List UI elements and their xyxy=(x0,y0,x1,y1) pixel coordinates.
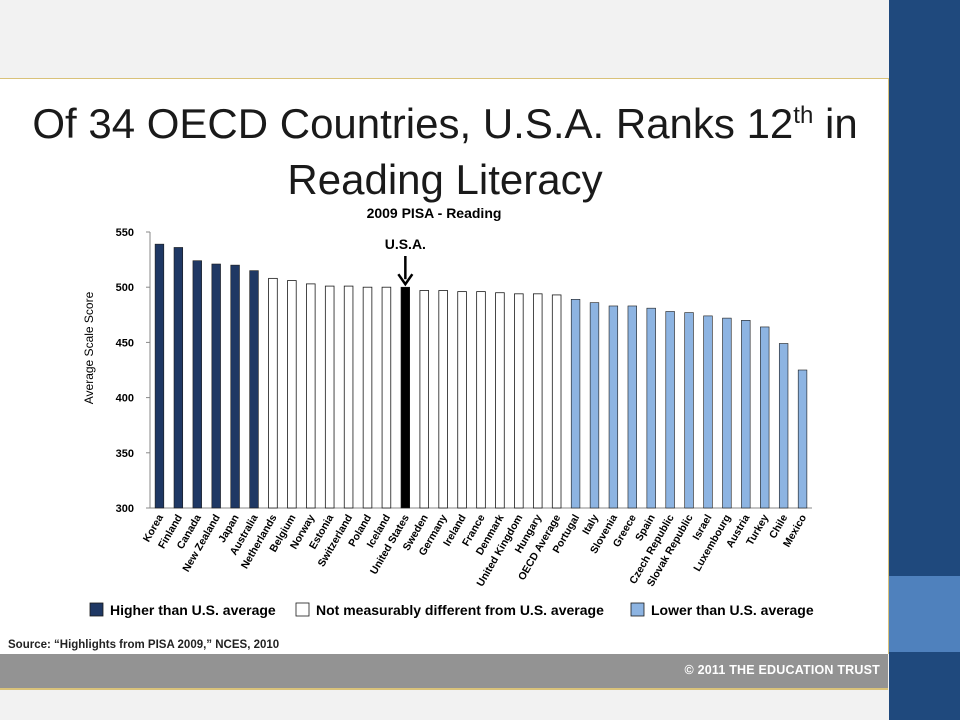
slide-title-line1: Of 34 OECD Countries, U.S.A. Ranks 12th … xyxy=(30,96,860,152)
bar xyxy=(627,305,637,509)
bar xyxy=(778,343,789,509)
bar xyxy=(343,285,354,509)
bar xyxy=(324,285,335,509)
bar xyxy=(495,292,505,509)
y-axis-label: Average Scale Score xyxy=(82,291,96,404)
usa-arrow-head xyxy=(397,273,414,287)
slide-title-tail: in xyxy=(813,100,858,147)
legend-label-lower: Lower than U.S. average xyxy=(651,602,814,618)
bar xyxy=(400,286,410,509)
bar xyxy=(249,270,259,509)
bar xyxy=(589,302,600,509)
bottom-rule xyxy=(0,688,888,690)
slide-title-sup: th xyxy=(793,102,814,129)
bar xyxy=(362,286,373,509)
bar xyxy=(287,280,297,509)
bar xyxy=(306,283,316,509)
legend-label-similar: Not measurably different from U.S. avera… xyxy=(316,602,604,618)
bar xyxy=(797,369,808,509)
bar xyxy=(211,263,221,509)
legend-swatch-similar xyxy=(295,602,310,617)
slide-title-line2: Reading Literacy xyxy=(287,156,603,203)
legend-swatch-higher xyxy=(89,602,104,617)
bar xyxy=(532,293,543,509)
bars-group xyxy=(154,243,808,509)
source-note: Source: “Highlights from PISA 2009,” NCE… xyxy=(8,639,280,651)
bar xyxy=(514,293,524,509)
bar xyxy=(230,264,240,509)
bar xyxy=(722,317,732,509)
y-tick-label: 300 xyxy=(116,503,134,515)
bar xyxy=(665,311,675,509)
y-tick-label: 350 xyxy=(116,448,134,460)
usa-annotation-label: U.S.A. xyxy=(385,236,426,252)
y-tick-label: 400 xyxy=(116,393,134,405)
right-decor-accent xyxy=(889,576,960,652)
bar xyxy=(570,299,581,509)
bar xyxy=(381,286,392,509)
bar xyxy=(551,294,562,509)
bar xyxy=(173,247,184,509)
bar xyxy=(476,291,486,509)
bar xyxy=(268,277,278,509)
bar-chart: 2009 PISA - Reading Average Scale Score … xyxy=(82,205,814,618)
copyright-text: © 2011 THE EDUCATION TRUST xyxy=(684,663,880,677)
bar xyxy=(457,291,467,509)
bar xyxy=(760,326,770,509)
y-tick-label: 500 xyxy=(116,282,134,294)
legend: Higher than U.S. average Not measurably d… xyxy=(89,602,814,618)
bar xyxy=(419,290,430,509)
slide-title: Of 34 OECD Countries, U.S.A. Ranks 12th … xyxy=(30,96,860,208)
y-tick-label: 550 xyxy=(116,227,134,239)
bar xyxy=(438,290,448,509)
bar xyxy=(741,320,751,509)
bar xyxy=(154,243,165,509)
bar xyxy=(192,260,202,509)
footer-bar: © 2011 THE EDUCATION TRUST xyxy=(0,654,888,688)
bar xyxy=(608,305,619,509)
slide-title-main: Of 34 OECD Countries, U.S.A. Ranks 12 xyxy=(32,100,794,147)
chart-title: 2009 PISA - Reading xyxy=(367,205,502,221)
bar xyxy=(684,312,694,509)
legend-swatch-lower xyxy=(630,602,645,617)
legend-label-higher: Higher than U.S. average xyxy=(110,602,276,618)
bar xyxy=(646,307,656,509)
y-tick-label: 450 xyxy=(116,337,134,349)
bar xyxy=(703,315,713,509)
usa-annotation: U.S.A. xyxy=(385,236,426,287)
